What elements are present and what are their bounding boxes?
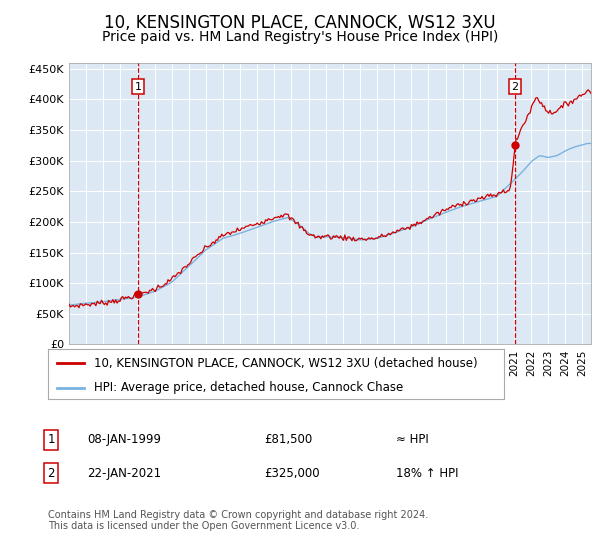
Text: £325,000: £325,000: [264, 466, 320, 480]
Text: ≈ HPI: ≈ HPI: [396, 433, 429, 446]
Text: 10, KENSINGTON PLACE, CANNOCK, WS12 3XU (detached house): 10, KENSINGTON PLACE, CANNOCK, WS12 3XU …: [94, 357, 477, 370]
Text: HPI: Average price, detached house, Cannock Chase: HPI: Average price, detached house, Cann…: [94, 381, 403, 394]
Text: 10, KENSINGTON PLACE, CANNOCK, WS12 3XU: 10, KENSINGTON PLACE, CANNOCK, WS12 3XU: [104, 14, 496, 32]
Text: 1: 1: [47, 433, 55, 446]
Text: 1: 1: [134, 82, 142, 92]
Text: 18% ↑ HPI: 18% ↑ HPI: [396, 466, 458, 480]
Text: 08-JAN-1999: 08-JAN-1999: [87, 433, 161, 446]
Text: Contains HM Land Registry data © Crown copyright and database right 2024.
This d: Contains HM Land Registry data © Crown c…: [48, 510, 428, 531]
Text: £81,500: £81,500: [264, 433, 312, 446]
Text: 2: 2: [511, 82, 518, 92]
Text: 22-JAN-2021: 22-JAN-2021: [87, 466, 161, 480]
Text: Price paid vs. HM Land Registry's House Price Index (HPI): Price paid vs. HM Land Registry's House …: [102, 30, 498, 44]
Text: 2: 2: [47, 466, 55, 480]
